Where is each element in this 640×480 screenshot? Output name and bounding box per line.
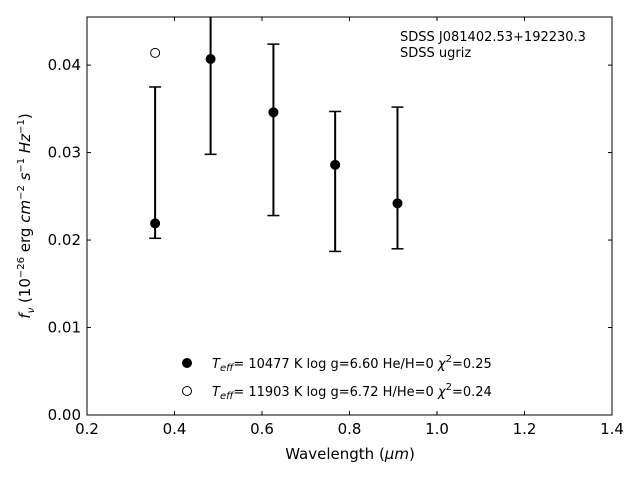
legend-chi-sup: 2 — [446, 354, 452, 365]
x-axis-label-unit: μm — [384, 445, 409, 463]
data-point-filled — [330, 159, 341, 170]
x-axis-label-prefix: Wavelength ( — [285, 445, 385, 463]
legend-entry-open: Teff= 11903 K log g=6.72 H/He=0 χ2=0.24 — [212, 382, 492, 402]
legend-marker-open — [182, 386, 192, 396]
x-tick-label: 1.2 — [513, 420, 537, 438]
ylabel-hz: Hz — [16, 133, 34, 158]
legend-teff-symbol: T — [212, 385, 221, 400]
x-tick-label: 1.0 — [425, 420, 449, 438]
legend-chi-value: =0.25 — [452, 357, 492, 372]
plot-frame — [86, 16, 613, 416]
x-axis-label-suffix: ) — [409, 445, 415, 463]
legend-chi-symbol: χ — [437, 357, 447, 372]
data-point-filled — [268, 107, 279, 118]
y-tick-label: 0.01 — [48, 319, 81, 337]
y-tick-label: 0.02 — [48, 231, 81, 249]
legend-teff-sub: eff — [220, 391, 235, 402]
annotation-filter-system: SDSS ugriz — [400, 46, 471, 61]
legend-teff-symbol: T — [212, 357, 221, 372]
x-tick-label: 0.4 — [163, 420, 187, 438]
data-point-open — [150, 47, 161, 58]
data-points — [150, 47, 403, 229]
x-tick-label: 0.6 — [250, 420, 274, 438]
x-axis-ticks: 0.2 0.4 0.6 0.8 1.0 1.2 1.4 — [75, 17, 624, 438]
x-tick-label: 1.4 — [600, 420, 624, 438]
ylabel-exp1a: −1 — [16, 158, 27, 173]
x-tick-label: 0.2 — [75, 420, 99, 438]
ylabel-exp26: −26 — [16, 257, 27, 278]
legend-chi-symbol: χ — [437, 385, 447, 400]
legend-marker-filled — [182, 358, 192, 368]
legend-teff-sub: eff — [220, 363, 235, 374]
y-tick-label: 0.04 — [48, 56, 81, 74]
ylabel-f: f — [16, 311, 34, 319]
legend-chi-value: =0.24 — [452, 385, 492, 400]
ylabel-erg: erg — [16, 223, 34, 257]
legend-params: = 11903 K log g=6.72 H/He=0 — [233, 385, 438, 400]
error-bars — [149, 17, 404, 253]
y-tick-label: 0.00 — [48, 406, 81, 424]
legend-params: = 10477 K log g=6.60 He/H=0 — [233, 357, 438, 372]
data-point-filled — [150, 218, 161, 229]
ylabel-cm: cm — [16, 200, 34, 223]
ylabel-close: ) — [16, 113, 34, 119]
legend: Teff= 10477 K log g=6.60 He/H=0 χ2=0.25 … — [182, 354, 492, 402]
x-tick-label: 0.8 — [338, 420, 362, 438]
ylabel-exp2: −2 — [16, 185, 27, 200]
data-point-filled — [205, 53, 216, 64]
x-axis-label: Wavelength (μm) — [285, 445, 415, 463]
y-axis-ticks: 0.00 0.01 0.02 0.03 0.04 — [48, 56, 612, 424]
legend-entry-filled: Teff= 10477 K log g=6.60 He/H=0 χ2=0.25 — [212, 354, 492, 374]
ylabel-open: (10 — [16, 278, 34, 308]
annotation-object-name: SDSS J081402.53+192230.3 — [400, 30, 586, 45]
ylabel-nu: ν — [26, 307, 37, 313]
legend-chi-sup: 2 — [446, 382, 452, 393]
y-tick-label: 0.03 — [48, 144, 81, 162]
y-axis-label: fν (10−26 erg cm−2 s−1 Hz−1) — [16, 113, 37, 318]
ylabel-exp1b: −1 — [16, 119, 27, 134]
data-point-filled — [392, 198, 403, 209]
ylabel-s: s — [16, 172, 34, 185]
